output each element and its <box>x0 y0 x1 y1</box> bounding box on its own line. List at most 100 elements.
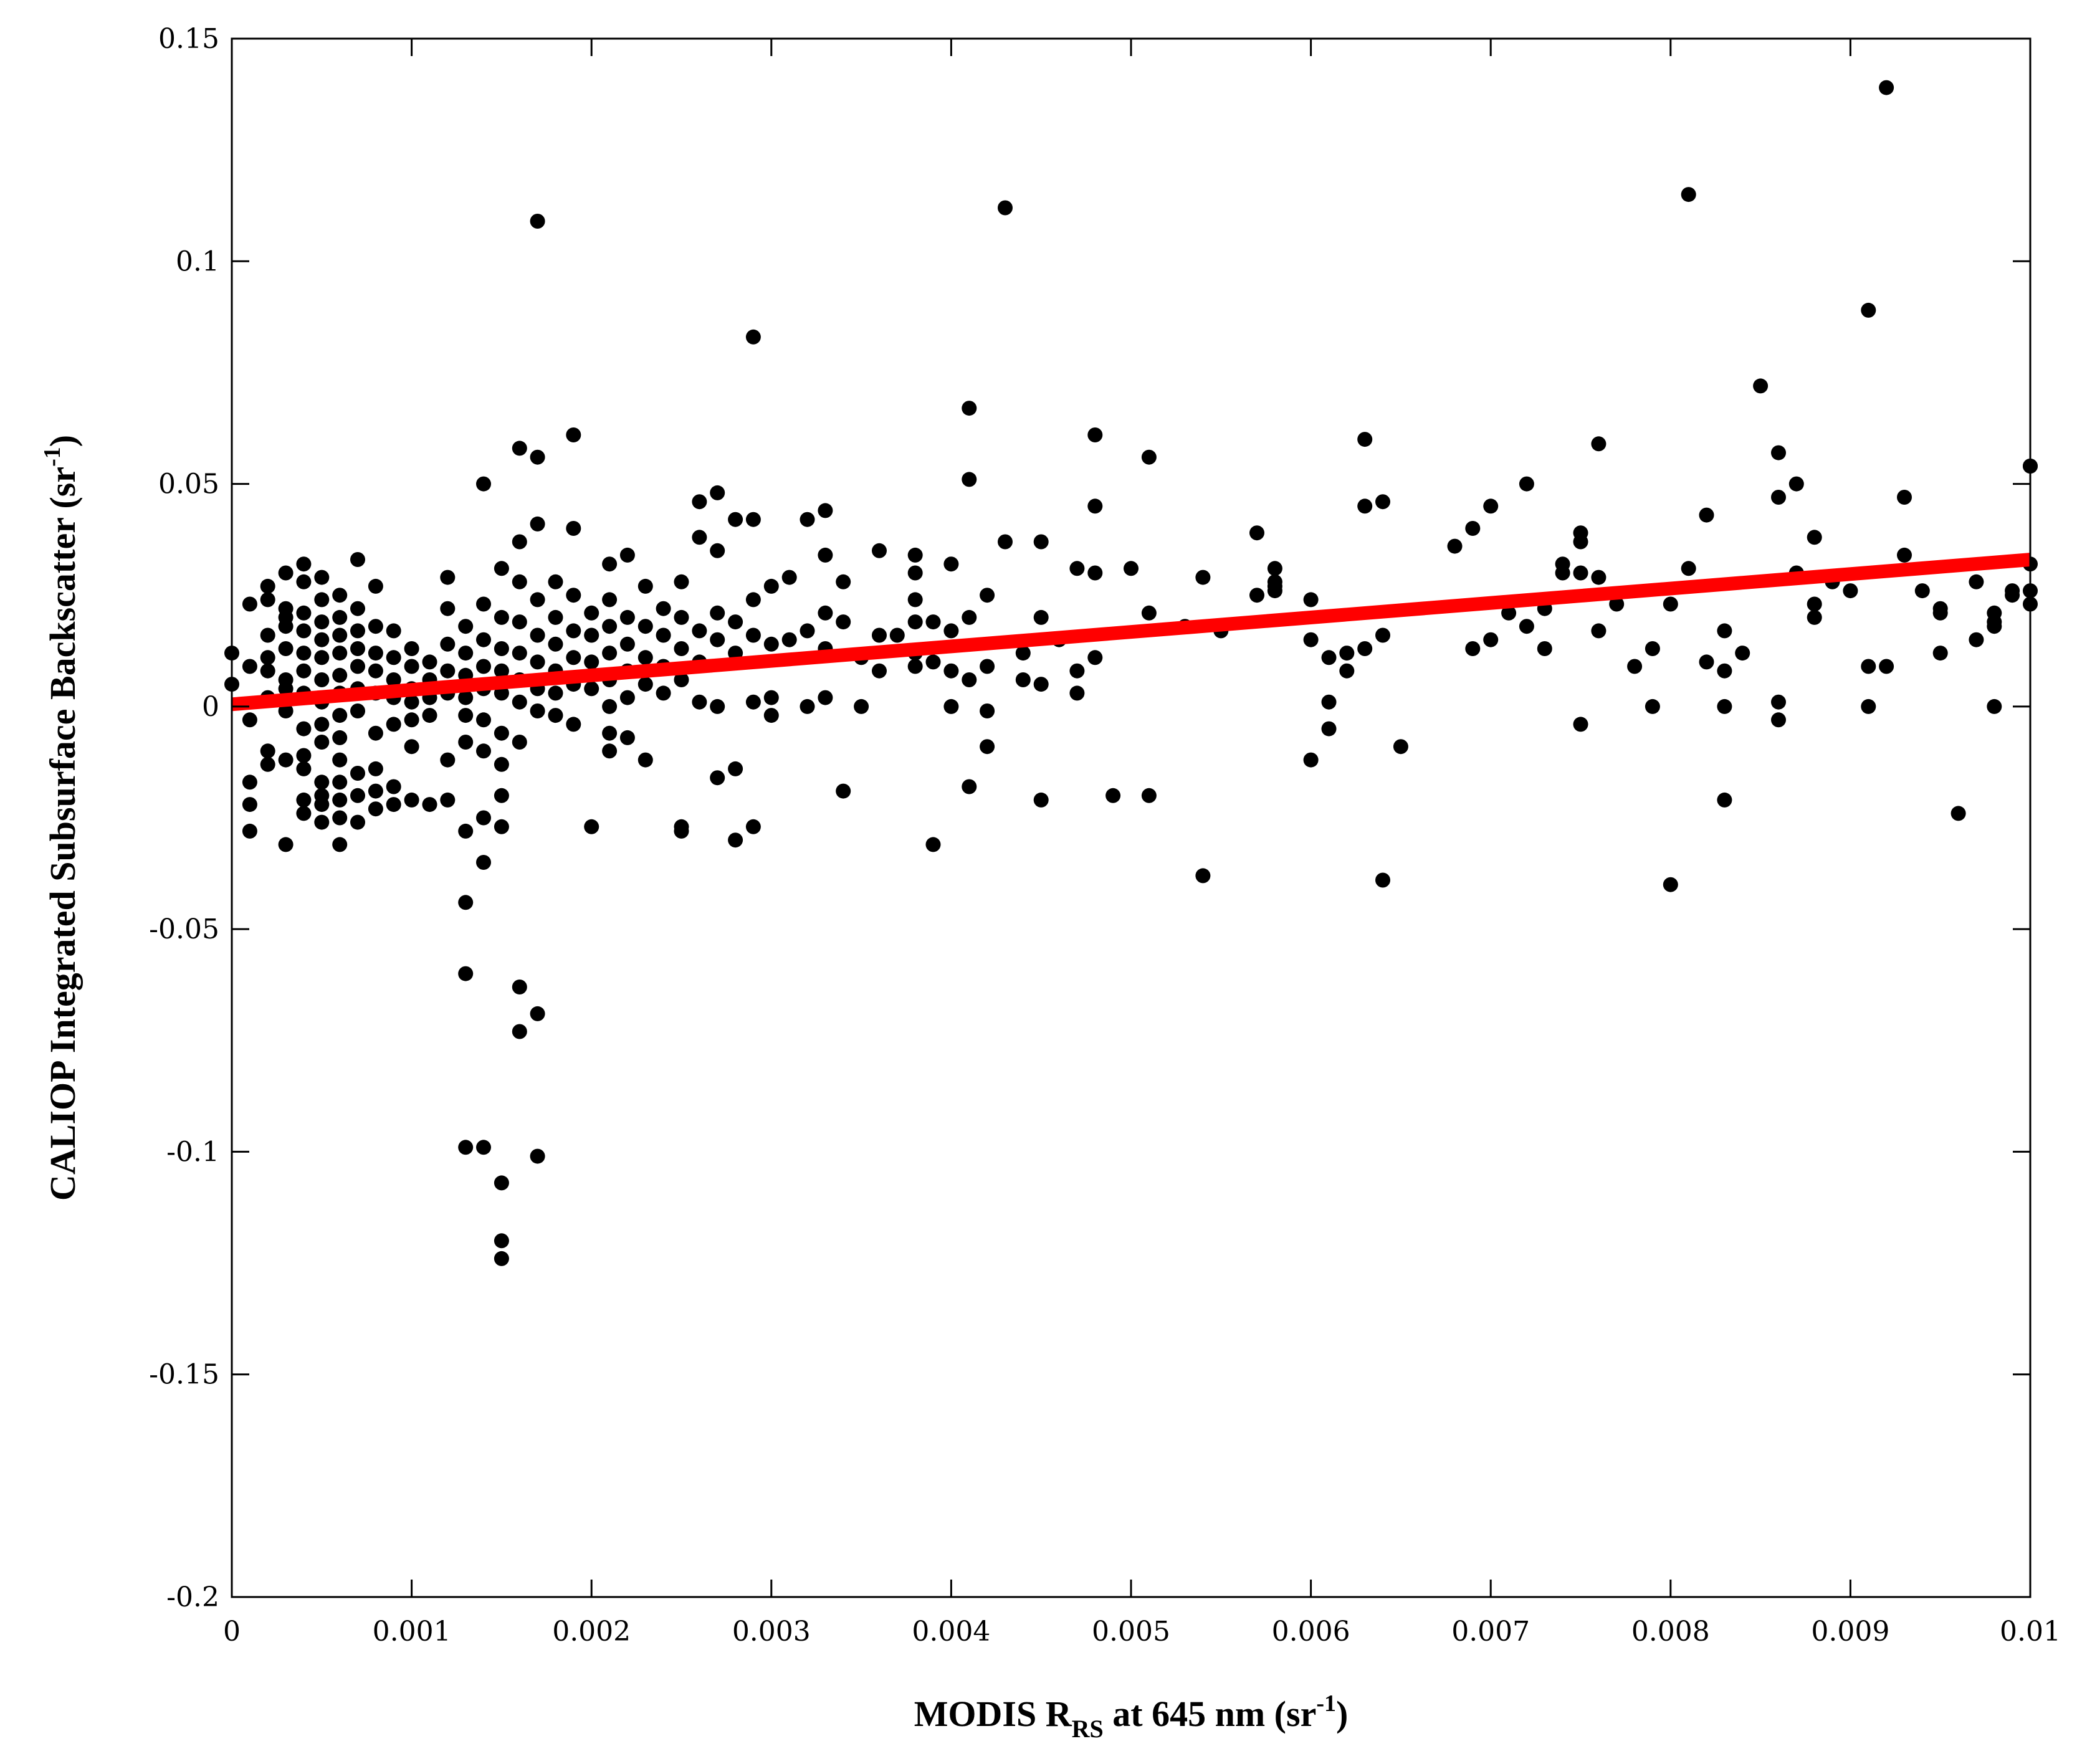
data-point <box>637 677 653 692</box>
data-point <box>260 592 275 608</box>
data-point <box>548 636 563 652</box>
data-point <box>1645 698 1660 714</box>
data-point <box>332 775 348 790</box>
data-point <box>745 819 761 834</box>
data-point <box>260 578 275 594</box>
data-point <box>1339 646 1355 661</box>
data-point <box>637 752 653 768</box>
data-point <box>548 609 563 625</box>
x-tick-label: 0.009 <box>1811 1616 1889 1647</box>
data-point <box>296 574 312 589</box>
data-point <box>530 1006 545 1021</box>
data-point <box>404 659 419 674</box>
data-point <box>980 588 995 603</box>
data-point <box>656 601 671 616</box>
data-point <box>1267 561 1282 576</box>
data-point <box>1645 641 1660 656</box>
data-point <box>278 619 294 634</box>
data-point <box>494 725 509 741</box>
data-point <box>889 627 905 643</box>
data-point <box>1141 605 1157 621</box>
data-point <box>619 609 635 625</box>
data-point <box>332 646 348 661</box>
data-point <box>602 698 618 714</box>
data-point <box>1483 498 1499 514</box>
data-point <box>1753 378 1769 394</box>
data-point <box>476 659 491 674</box>
data-point <box>494 1233 509 1249</box>
data-point <box>404 739 419 755</box>
data-point <box>458 966 474 981</box>
data-point <box>1357 498 1373 514</box>
tick-labels: 0 0.001 0.002 0.003 0.004 0.005 0.006 0.007 0.00… <box>149 23 2061 1647</box>
data-point <box>1735 646 1750 661</box>
data-point <box>314 650 330 665</box>
y-tick-label: -0.15 <box>149 1359 219 1391</box>
data-point <box>800 512 815 527</box>
data-point <box>494 641 509 656</box>
data-point <box>1861 659 1876 674</box>
data-point <box>1447 538 1463 554</box>
data-point <box>763 578 779 594</box>
data-point <box>781 632 797 647</box>
data-point <box>1015 646 1031 661</box>
data-point <box>1069 663 1085 679</box>
data-point <box>314 592 330 608</box>
y-tick-label: -0.2 <box>166 1581 219 1613</box>
data-point <box>1897 547 1912 563</box>
data-point <box>1573 565 1588 581</box>
data-point <box>296 806 312 821</box>
data-point <box>242 659 257 674</box>
data-point <box>1717 623 1732 639</box>
axis-ticks <box>231 37 2032 1598</box>
data-point <box>242 823 257 839</box>
data-point <box>368 619 383 634</box>
data-point <box>566 623 581 639</box>
data-point <box>548 574 563 589</box>
data-point <box>476 596 491 612</box>
data-point <box>1897 490 1912 505</box>
data-point <box>781 570 797 585</box>
data-point <box>512 980 527 994</box>
data-point <box>458 735 474 750</box>
data-point <box>1627 659 1643 674</box>
data-point <box>674 823 689 839</box>
data-point <box>314 672 330 687</box>
data-point <box>907 614 923 630</box>
data-point <box>386 672 401 687</box>
data-point <box>584 654 599 670</box>
data-point <box>1861 698 1876 714</box>
data-point <box>692 694 707 710</box>
data-point <box>1807 609 1822 625</box>
data-point <box>745 592 761 608</box>
data-point <box>260 756 275 772</box>
data-point <box>1861 302 1876 318</box>
fit-line <box>231 553 2031 712</box>
y-tick-label: 0 <box>202 691 219 723</box>
data-point <box>458 690 474 705</box>
data-point <box>1807 530 1822 545</box>
data-point <box>512 694 527 710</box>
data-point <box>710 605 725 621</box>
data-point <box>1987 698 2002 714</box>
data-point <box>943 698 959 714</box>
data-point <box>530 627 545 643</box>
data-point <box>242 775 257 790</box>
y-tick-label: -0.1 <box>166 1136 219 1168</box>
data-point <box>710 770 725 786</box>
data-point <box>350 623 365 639</box>
data-point <box>637 578 653 594</box>
data-point <box>314 735 330 750</box>
data-point <box>368 578 383 594</box>
data-point <box>386 650 401 665</box>
data-point <box>1087 565 1103 581</box>
data-point <box>602 592 618 608</box>
data-point <box>763 690 779 705</box>
data-point <box>710 632 725 647</box>
data-point <box>368 646 383 661</box>
data-point <box>800 698 815 714</box>
data-point <box>1699 654 1714 670</box>
data-point <box>278 703 294 718</box>
data-point <box>1069 685 1085 701</box>
